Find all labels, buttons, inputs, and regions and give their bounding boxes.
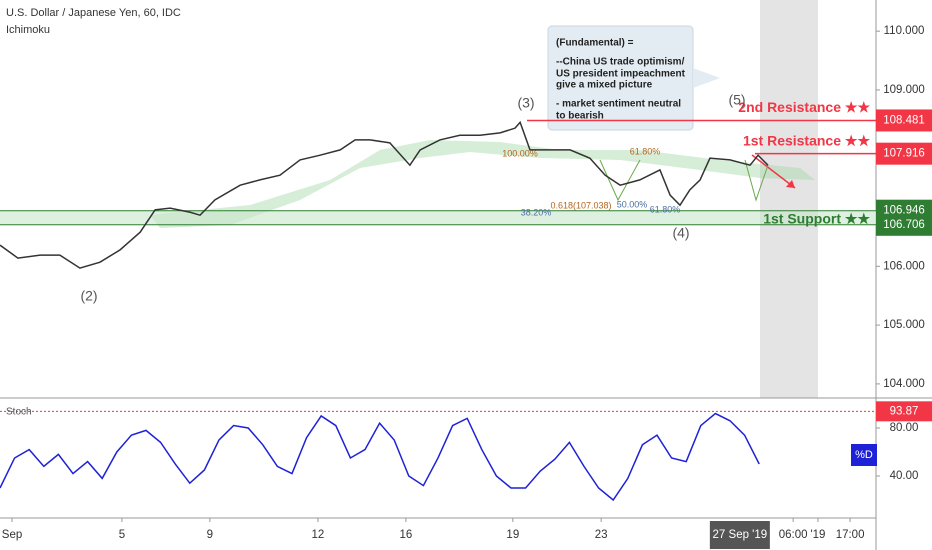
callout-text: to bearish (556, 111, 604, 122)
series-line (0, 120, 769, 269)
arrow-head (786, 180, 795, 188)
annotation: 100.00% (502, 148, 538, 158)
x-tick-label: 9 (207, 529, 213, 541)
chart-title: U.S. Dollar / Japanese Yen, 60, IDC (6, 7, 181, 19)
callout-text: US president impeachment (556, 69, 686, 80)
level-name: 1st Resistance ★★ (743, 132, 870, 148)
level-name: 1st Support ★★ (763, 210, 870, 226)
legend-label: %D (855, 449, 873, 461)
x-tick-label: Sep (2, 529, 22, 541)
cursor-x-label: 27 Sep '19 (713, 529, 768, 541)
pane-title: Stoch (6, 407, 32, 418)
x-tick-label: '19 (810, 529, 825, 541)
x-tick-label: 23 (595, 529, 608, 541)
price-tag-label: 93.87 (890, 405, 919, 417)
price-tag (876, 213, 932, 236)
price-tag-label: 108.481 (883, 114, 925, 126)
fib-arrow (599, 159, 641, 202)
callout-pointer (693, 68, 720, 88)
fib-arrow (744, 159, 769, 202)
x-tick-label: 12 (312, 529, 325, 541)
price-tag (876, 142, 932, 165)
price-tag-label: 106.946 (883, 205, 925, 217)
y-tick-label: 80.00 (890, 422, 919, 434)
x-tick-label: 17:00 (836, 529, 865, 541)
callout-text: give a mixed picture (556, 80, 653, 91)
callout-text: - market sentiment neutral (556, 99, 681, 110)
y-tick-label: 105.000 (883, 319, 925, 331)
annotation: 50.00% (617, 199, 648, 209)
annotation: (4) (672, 225, 689, 241)
forecast-arrow (751, 154, 796, 189)
level-name: 2nd Resistance ★★ (738, 99, 870, 115)
annotation: 61.80% (650, 204, 681, 214)
price-tag-label: 106.706 (883, 219, 925, 231)
annotation: 38.20% (521, 207, 552, 217)
cursor-x-box (709, 521, 770, 549)
indicator-name: Ichimoku (6, 24, 50, 36)
ichimoku-cloud (150, 140, 815, 228)
annotation: (2) (80, 288, 97, 304)
x-tick-label: 16 (399, 529, 412, 541)
y-tick-label: 109.000 (883, 84, 925, 96)
annotation: 0.618(107.038) (550, 200, 611, 210)
y-tick-label: 40.00 (890, 470, 919, 482)
x-tick-label: 19 (506, 529, 519, 541)
callout-text: (Fundamental) = (556, 38, 634, 49)
y-tick-label: 110.000 (884, 25, 925, 37)
price-tag (876, 109, 932, 132)
annotation: 61.80% (630, 146, 661, 156)
callout-text: --China US trade optimism/ (556, 57, 685, 68)
x-tick-label: 5 (119, 529, 125, 541)
price-tag (876, 401, 932, 422)
highlight-region (760, 0, 818, 398)
series-line (0, 412, 760, 502)
annotation: (5) (728, 92, 745, 108)
annotation: (3) (517, 95, 534, 111)
x-tick-label: 06:00 (779, 529, 808, 541)
y-tick-label: 106.000 (883, 260, 925, 272)
y-tick-label: 104.000 (883, 378, 925, 390)
legend-box (851, 444, 877, 466)
price-tag-label: 107.916 (883, 148, 925, 160)
support-zone (0, 210, 876, 225)
